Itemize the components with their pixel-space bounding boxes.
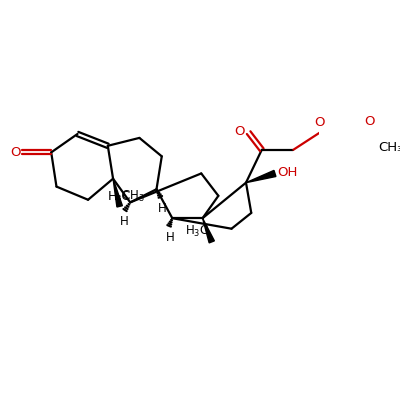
- Text: H: H: [158, 202, 166, 215]
- Text: O: O: [234, 124, 245, 138]
- Text: O: O: [365, 115, 375, 128]
- Text: H$_3$C: H$_3$C: [185, 224, 209, 240]
- Text: O: O: [10, 146, 21, 159]
- Polygon shape: [202, 218, 214, 243]
- Polygon shape: [246, 170, 276, 183]
- Text: O: O: [314, 116, 325, 129]
- Text: H₃C: H₃C: [108, 190, 131, 203]
- Polygon shape: [113, 179, 122, 207]
- Text: CH$_3$: CH$_3$: [121, 189, 145, 204]
- Text: OH: OH: [277, 166, 298, 179]
- Text: H: H: [166, 231, 175, 244]
- Text: CH₃: CH₃: [379, 141, 400, 154]
- Text: H: H: [120, 215, 128, 228]
